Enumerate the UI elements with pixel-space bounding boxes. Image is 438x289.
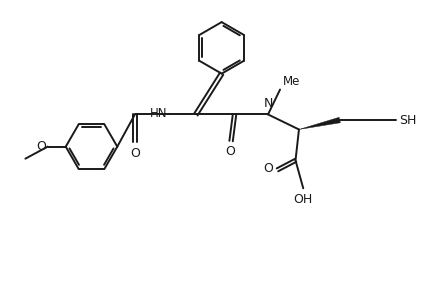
Text: SH: SH <box>398 114 415 127</box>
Text: N: N <box>264 97 273 110</box>
Polygon shape <box>298 117 339 129</box>
Text: O: O <box>130 147 140 160</box>
Text: O: O <box>263 162 272 175</box>
Text: Me: Me <box>282 75 299 88</box>
Text: HN: HN <box>149 107 167 120</box>
Text: OH: OH <box>293 192 312 205</box>
Text: O: O <box>36 140 46 153</box>
Text: O: O <box>225 145 235 158</box>
